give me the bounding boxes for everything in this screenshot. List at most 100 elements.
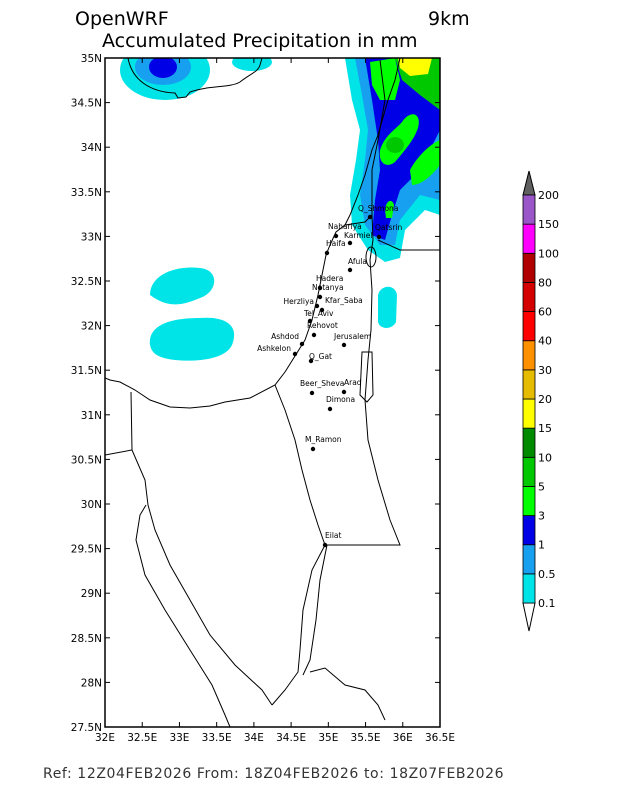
city-dot xyxy=(376,234,382,240)
colorbar-segment xyxy=(522,369,536,400)
sea-of-galilee xyxy=(365,246,377,268)
city-dot xyxy=(314,303,320,309)
lon-label: 33.5E xyxy=(202,732,232,744)
colorbar: 0.1 0.5 1 3 5 10 15 20 30 40 60 80 100 150 200 xyxy=(522,170,559,632)
city-label: Tel_Aviv xyxy=(303,309,334,318)
city-dot xyxy=(307,318,313,324)
lat-label: 31.5N xyxy=(71,365,102,377)
city-label: Herzliya xyxy=(284,297,314,306)
precip-area-cyan xyxy=(232,58,272,71)
precip-area-yellow xyxy=(398,58,432,76)
colorbar-label: 30 xyxy=(538,364,552,377)
colorbar-label: 20 xyxy=(538,393,552,406)
lat-label: 32N xyxy=(81,321,102,333)
jordan-river-border xyxy=(327,214,401,546)
city-markers: Q_Shmona Qatsrin NahariyaKarmielHaifaAfula… xyxy=(257,204,403,548)
colorbar-label: 40 xyxy=(538,335,552,348)
colorbar-segment xyxy=(522,252,536,283)
city-label: Nahariya xyxy=(328,222,362,231)
city-dot xyxy=(367,214,373,220)
colorbar-segment xyxy=(522,456,536,487)
lon-label: 35.5E xyxy=(351,732,381,744)
colorbar-segment xyxy=(522,340,536,371)
city-label: Arad xyxy=(344,378,362,387)
colorbar-label: 3 xyxy=(538,510,545,523)
lat-label: 29N xyxy=(81,588,102,600)
city-dot xyxy=(310,446,316,452)
map-title: Accumulated Precipitation in mm xyxy=(102,30,418,52)
lon-label: 32.5E xyxy=(127,732,157,744)
city-label: Qatsrin xyxy=(375,223,403,232)
colorbar-label: 200 xyxy=(538,189,559,202)
precip-area-green xyxy=(385,200,394,218)
city-label: Netanya xyxy=(312,283,344,292)
city-label: M_Ramon xyxy=(305,435,342,444)
colorbar-segment xyxy=(522,223,536,254)
city-label: Beer_Sheva xyxy=(300,379,344,388)
precip-area-green xyxy=(410,140,440,185)
egypt-israel-border xyxy=(274,384,326,546)
colorbar-segment xyxy=(522,515,536,546)
colorbar-segment xyxy=(522,194,536,225)
lon-label: 33E xyxy=(169,732,189,744)
city-dot xyxy=(308,358,314,364)
precipitation-field xyxy=(120,58,440,361)
levant-sinai-coastline xyxy=(105,58,401,409)
colorbar-label: 1 xyxy=(538,539,545,552)
city-label: Rehovot xyxy=(307,321,338,330)
suez-canal-border xyxy=(105,391,149,506)
colorbar-label: 5 xyxy=(538,480,545,493)
map-frame xyxy=(104,57,441,728)
gulf-of-aqaba xyxy=(271,544,328,706)
precip-area-green xyxy=(370,58,400,100)
colorbar-label: 60 xyxy=(538,306,552,319)
colorbar-label: 0.5 xyxy=(538,568,556,581)
city-label: Afula xyxy=(348,257,367,266)
lat-label: 33N xyxy=(81,231,102,243)
lat-label: 32.5N xyxy=(71,276,102,288)
city-dot xyxy=(309,390,315,396)
lat-label: 29.5N xyxy=(71,544,102,556)
lat-label: 30N xyxy=(81,499,102,511)
lon-label: 36E xyxy=(393,732,413,744)
lat-label: 31N xyxy=(81,410,102,422)
lat-label: 30.5N xyxy=(71,454,102,466)
city-label: Ashkelon xyxy=(257,344,291,353)
lat-label: 34N xyxy=(81,142,102,154)
lon-label: 35E xyxy=(318,732,338,744)
lat-label: 28.5N xyxy=(71,633,102,645)
city-dot xyxy=(317,285,323,291)
colorbar-over-triangle xyxy=(522,170,536,196)
city-dot xyxy=(327,406,333,412)
dead-sea xyxy=(359,351,374,403)
city-label: Eilat xyxy=(325,531,342,540)
colorbar-segment xyxy=(522,544,536,575)
colorbar-segment xyxy=(522,311,536,342)
lon-label: 34.5E xyxy=(276,732,306,744)
lat-label: 34.5N xyxy=(71,98,102,110)
colorbar-under-triangle xyxy=(522,602,536,632)
city-label: Hadera xyxy=(316,274,343,283)
axis-ticks: 35N 34.5N 34N 33.5N 33N 32.5N 32N 31.5N 31N 30.5N… xyxy=(71,53,455,744)
city-dot xyxy=(299,341,305,347)
lat-label: 35N xyxy=(81,53,102,65)
lon-label: 34E xyxy=(244,732,264,744)
colorbar-segment xyxy=(522,398,536,429)
lon-label: 36.5E xyxy=(425,732,455,744)
city-label: Q_Shmona xyxy=(358,204,398,213)
city-dot xyxy=(347,240,353,246)
city-dot xyxy=(333,233,339,239)
map-outlines xyxy=(105,58,440,727)
city-label: Haifa xyxy=(326,239,346,248)
saudi-coast xyxy=(309,667,386,721)
city-dot xyxy=(322,542,328,548)
colorbar-segment xyxy=(522,573,536,604)
city-dot xyxy=(319,307,325,313)
precip-area-cyan xyxy=(378,286,397,328)
syria-jordan-border xyxy=(377,239,440,251)
city-dot xyxy=(311,332,317,338)
precip-area-green xyxy=(386,137,404,153)
colorbar-label: 80 xyxy=(538,276,552,289)
model-name: OpenWRF xyxy=(75,8,169,30)
city-dot xyxy=(341,342,347,348)
